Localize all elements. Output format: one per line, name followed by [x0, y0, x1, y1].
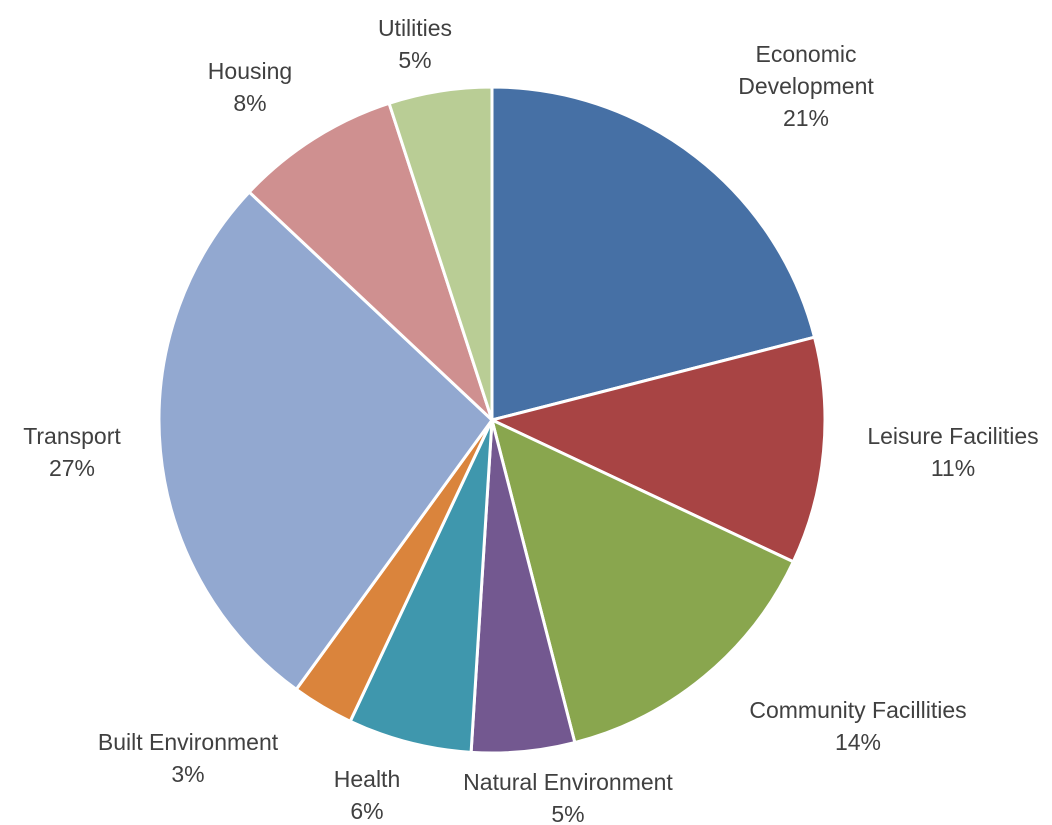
pie-slice-health: [348, 418, 494, 754]
slice-category: Housing: [208, 58, 292, 84]
pie-slice-utilities: [387, 85, 494, 422]
slice-category: Leisure Facilities: [867, 423, 1038, 449]
slice-percent: 5%: [398, 47, 431, 73]
pie-slices: [157, 85, 827, 755]
slice-percent: 6%: [350, 798, 383, 824]
slice-percent: 5%: [551, 801, 584, 825]
slice-percent: 11%: [931, 455, 975, 481]
slice-percent: 27%: [49, 455, 95, 481]
pie-slice-transport: [157, 190, 494, 691]
slice-percent: 21%: [783, 105, 829, 131]
slice-label-built-environment: Built Environment 3%: [98, 729, 279, 787]
slice-category: Transport: [23, 423, 121, 449]
slice-category: Health: [334, 766, 400, 792]
slice-label-utilities: Utilities 5%: [378, 15, 452, 73]
slice-percent: 14%: [835, 729, 881, 755]
pie-slice-community-facillities: [490, 418, 795, 745]
slice-label-housing: Housing 8%: [208, 58, 292, 116]
slice-label-transport: Transport 27%: [23, 423, 121, 481]
slice-label-leisure-facilities: Leisure Facilities 11%: [867, 423, 1038, 481]
slice-category: Community Facillities: [749, 697, 966, 723]
slice-label-community-facillities: Community Facillities 14%: [749, 697, 966, 755]
slice-category: Development: [738, 73, 874, 99]
slice-label-economic-development: Economic Development 21%: [738, 41, 874, 131]
pie-labels: Economic Development 21% Leisure Facilities…: [23, 15, 1038, 825]
pie-slice-leisure-facilities: [490, 335, 827, 564]
slice-category: Utilities: [378, 15, 452, 41]
slice-percent: 8%: [233, 90, 266, 116]
slice-category: Economic: [756, 41, 857, 67]
slice-percent: 3%: [171, 761, 204, 787]
pie-slice-economic-development: [490, 85, 817, 422]
slice-category: Natural Environment: [463, 769, 673, 795]
pie-slice-housing: [247, 101, 494, 422]
slice-label-health: Health 6%: [334, 766, 400, 824]
slice-label-natural-environment: Natural Environment 5%: [463, 769, 673, 825]
slice-category: Built Environment: [98, 729, 279, 755]
